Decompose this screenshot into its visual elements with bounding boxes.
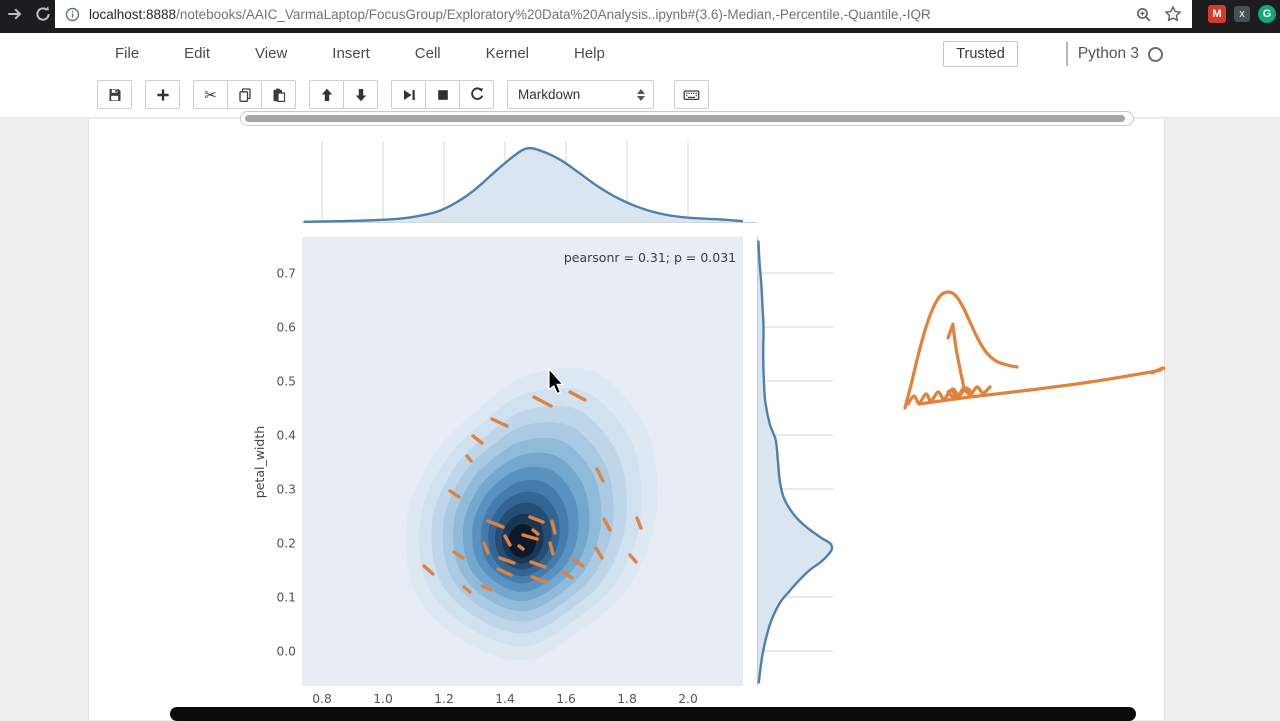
step-forward-icon: [403, 89, 415, 100]
arrow-up-icon: [321, 88, 332, 101]
x-tick: 1.2: [434, 692, 454, 706]
interrupt-kernel-button[interactable]: [425, 80, 460, 109]
menu-help[interactable]: Help: [574, 45, 605, 62]
y-tick: 0.5: [276, 375, 296, 389]
kde-layers: [302, 141, 1165, 686]
x-extension-icon[interactable]: x: [1234, 6, 1250, 22]
save-button[interactable]: [97, 80, 132, 109]
paste-cells-button[interactable]: [261, 80, 296, 109]
address-bar[interactable]: localhost:8888/notebooks/AAIC_VarmaLapto…: [55, 0, 1192, 28]
zoom-icon[interactable]: [1135, 6, 1152, 23]
arrow-down-icon: [355, 88, 366, 101]
browser-chrome: localhost:8888/notebooks/AAIC_VarmaLapto…: [0, 0, 1280, 33]
cell-type-dropdown[interactable]: Markdown: [507, 80, 654, 109]
move-cell-up-button[interactable]: [309, 80, 344, 109]
paste-icon: [273, 88, 285, 102]
kernel-separator: [1065, 42, 1068, 66]
reload-icon[interactable]: [34, 5, 52, 23]
y-tick: 0.3: [276, 483, 296, 497]
floppy-icon: [109, 88, 120, 101]
y-tick: 0.6: [276, 321, 296, 335]
stop-icon: [437, 89, 448, 100]
cell-type-value: Markdown: [518, 87, 581, 102]
x-tick: 1.0: [373, 692, 393, 706]
refresh-icon: [470, 86, 483, 100]
pearsonr-annotation: pearsonr = 0.31; p = 0.031: [564, 250, 736, 265]
y-axis-label: petal_width: [252, 426, 267, 498]
kernel-status-icon: [1148, 46, 1163, 62]
menu-cell[interactable]: Cell: [414, 45, 441, 62]
command-palette-button[interactable]: [674, 80, 709, 109]
cut-cells-button[interactable]: ✂: [193, 80, 228, 109]
bookmark-star-icon[interactable]: [1164, 5, 1182, 23]
plus-icon: [156, 88, 169, 101]
y-tick: 0.2: [276, 537, 296, 551]
page-info-icon[interactable]: [65, 7, 80, 22]
y-tick: 0.7: [276, 267, 296, 281]
y-tick: 0.4: [276, 429, 296, 443]
url-domain: localhost:8888: [89, 6, 177, 22]
move-cell-down-button[interactable]: [343, 80, 378, 109]
copy-icon: [238, 87, 251, 102]
browser-nav-buttons: [0, 0, 58, 28]
url-path: /notebooks/AAIC_VarmaLaptop/FocusGroup/E…: [176, 6, 931, 22]
gmail-icon[interactable]: M: [1208, 5, 1226, 23]
x-tick: 1.6: [556, 692, 576, 706]
scrollbar-thumb[interactable]: [245, 115, 1125, 122]
copy-cells-button[interactable]: [227, 80, 262, 109]
menu-file[interactable]: File: [115, 45, 140, 62]
menu-kernel[interactable]: Kernel: [485, 45, 529, 62]
video-player-bar[interactable]: [170, 707, 1136, 721]
forward-icon[interactable]: [6, 5, 24, 23]
menu-insert[interactable]: Insert: [332, 45, 370, 62]
x-tick: 1.8: [617, 692, 637, 706]
keyboard-icon: [683, 89, 700, 100]
kde-jointplot-figure: 0.7 0.6 0.5 0.4 0.3 0.2 0.1 0.0 0.8 1.0 …: [252, 141, 1165, 706]
insert-cell-button[interactable]: [145, 80, 180, 109]
notebook-toolbar: ✂: [97, 80, 722, 109]
menu-view[interactable]: View: [255, 45, 288, 62]
y-tick: 0.1: [276, 591, 296, 605]
mouse-cursor: [548, 367, 565, 395]
x-tick: 2.0: [678, 692, 698, 706]
horizontal-scrollbar[interactable]: [240, 111, 1134, 126]
x-tick: 0.8: [312, 692, 332, 706]
restart-kernel-button[interactable]: [459, 80, 494, 109]
scissors-icon: ✂: [204, 85, 217, 104]
jupyter-header: File Edit View Insert Cell Kernel Help T…: [0, 33, 1280, 118]
x-tick: 1.4: [495, 692, 515, 706]
run-cell-button[interactable]: [391, 80, 426, 109]
trusted-button[interactable]: Trusted: [943, 41, 1018, 67]
y-tick: 0.0: [276, 645, 296, 659]
grammarly-icon[interactable]: G: [1258, 5, 1276, 23]
dropdown-arrows-icon: [637, 88, 645, 101]
menu-edit[interactable]: Edit: [184, 45, 211, 62]
extension-tray: M x G: [1208, 0, 1280, 28]
kernel-name: Python 3: [1077, 45, 1139, 62]
menubar: File Edit View Insert Cell Kernel Help T…: [0, 38, 1280, 70]
